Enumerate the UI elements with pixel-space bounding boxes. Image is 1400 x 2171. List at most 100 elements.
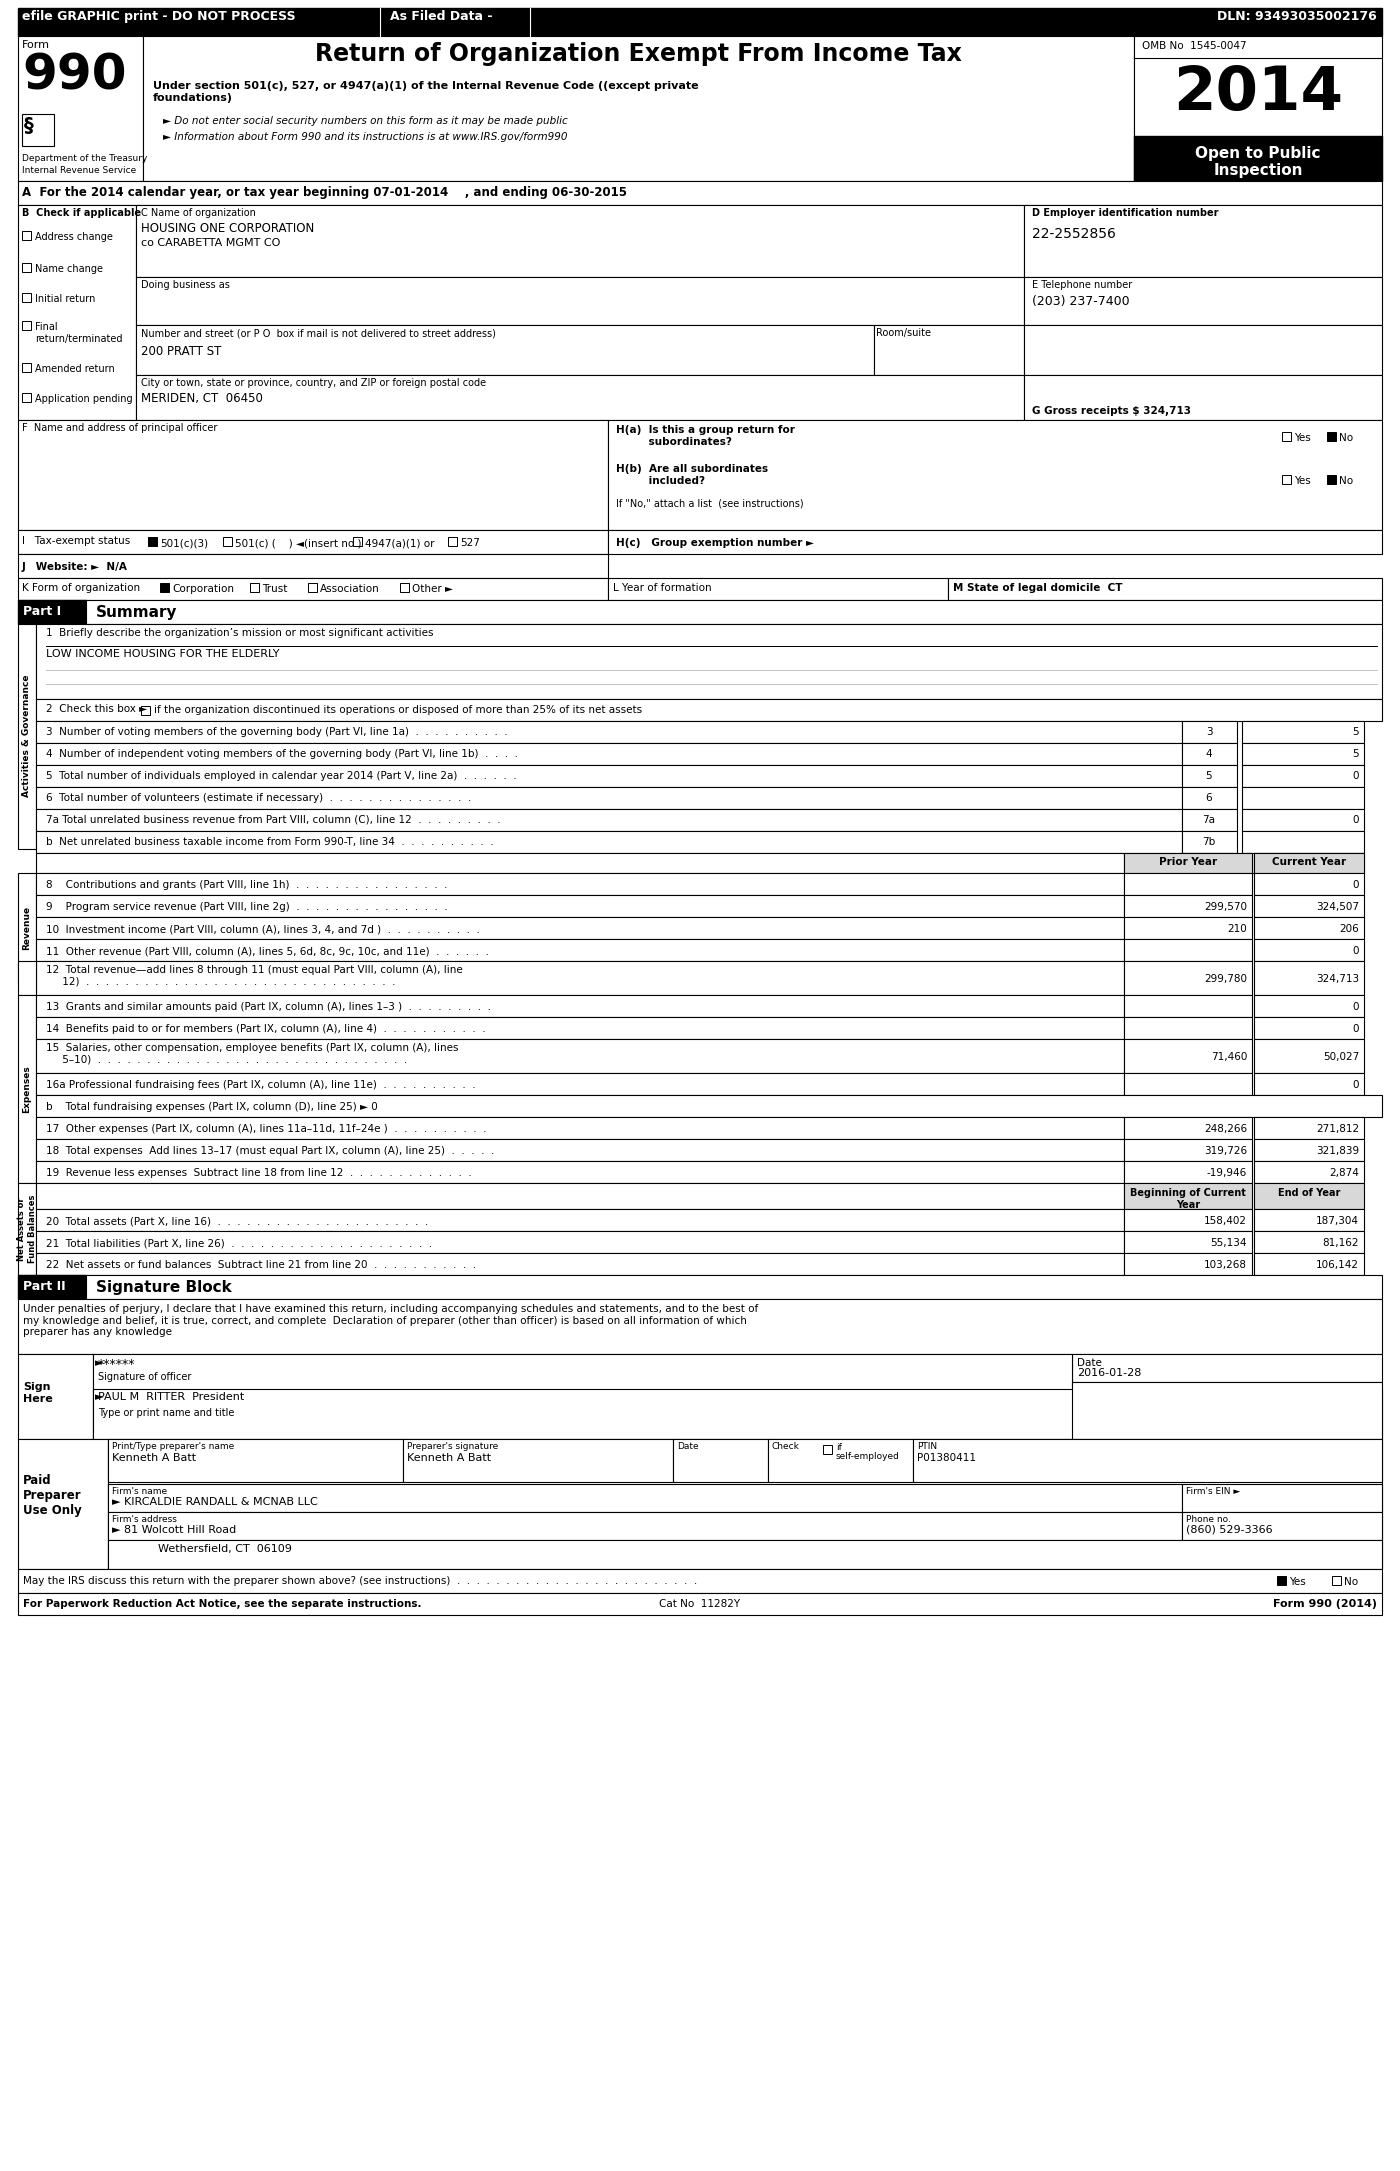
Text: P01380411: P01380411 [917, 1452, 976, 1463]
Text: Application pending: Application pending [35, 393, 133, 404]
Bar [251, 584, 259, 593]
Text: 22  Net assets or fund balances  Subtract line 21 from line 20  .  .  .  .  .  .: 22 Net assets or fund balances Subtract … [46, 1259, 476, 1270]
Bar [1124, 1183, 1252, 1209]
Text: 9    Program service revenue (Part VIII, line 2g)  .  .  .  .  .  .  .  .  .  . : 9 Program service revenue (Part VIII, li… [46, 901, 448, 912]
Text: End of Year: End of Year [1278, 1188, 1340, 1198]
Text: No: No [1338, 475, 1354, 486]
Bar [18, 994, 36, 1183]
Text: Firm's EIN ►: Firm's EIN ► [1186, 1487, 1240, 1496]
Bar [36, 873, 1124, 894]
Bar [1182, 1485, 1382, 1511]
Bar [1254, 1016, 1364, 1040]
Text: Initial return: Initial return [35, 293, 95, 304]
Bar [18, 180, 1382, 204]
Text: 15  Salaries, other compensation, employee benefits (Part IX, column (A), lines: 15 Salaries, other compensation, employe… [46, 1042, 459, 1053]
Text: 501(c) (    ) ◄(insert no ): 501(c) ( ) ◄(insert no ) [235, 538, 361, 547]
Text: Address change: Address change [35, 232, 113, 241]
Bar [1072, 1355, 1382, 1383]
Bar [22, 115, 55, 145]
Bar [1331, 1576, 1341, 1585]
Bar [1254, 873, 1364, 894]
Text: Final
return/terminated: Final return/terminated [35, 321, 123, 343]
Bar [22, 363, 31, 371]
Bar [18, 599, 85, 623]
Bar [92, 1355, 1072, 1439]
Bar [1303, 853, 1364, 873]
Bar [1254, 1183, 1364, 1209]
Text: D Employer identification number: D Employer identification number [1032, 208, 1218, 217]
Bar [160, 584, 169, 593]
Text: May the IRS discuss this return with the preparer shown above? (see instructions: May the IRS discuss this return with the… [22, 1576, 697, 1587]
Text: K Form of organization: K Form of organization [22, 584, 140, 593]
Bar [1124, 1118, 1252, 1140]
Text: 16a Professional fundraising fees (Part IX, column (A), line 11e)  .  .  .  .  .: 16a Professional fundraising fees (Part … [46, 1079, 476, 1090]
Bar [136, 326, 874, 376]
Text: Under section 501(c), 527, or 4947(a)(1) of the Internal Revenue Code ((except p: Under section 501(c), 527, or 4947(a)(1)… [153, 80, 699, 102]
Text: 21  Total liabilities (Part X, line 26)  .  .  .  .  .  .  .  .  .  .  .  .  .  : 21 Total liabilities (Part X, line 26) .… [46, 1237, 433, 1248]
Bar [1282, 475, 1291, 484]
Bar [36, 894, 1124, 916]
Bar [1327, 475, 1336, 484]
Text: 20  Total assets (Part X, line 16)  .  .  .  .  .  .  .  .  .  .  .  .  .  .  . : 20 Total assets (Part X, line 16) . . . … [46, 1216, 428, 1227]
Bar [353, 536, 363, 545]
Text: Sign
Here: Sign Here [22, 1383, 53, 1405]
Text: §: § [24, 115, 34, 135]
Bar [36, 788, 1182, 810]
Text: No: No [1338, 432, 1354, 443]
Bar [85, 599, 1382, 623]
Text: J   Website: ►  N/A: J Website: ► N/A [22, 562, 127, 571]
Bar [141, 706, 150, 714]
Text: 0: 0 [1352, 947, 1359, 955]
Text: M State of legal domicile  CT: M State of legal domicile CT [953, 584, 1123, 593]
Bar [36, 699, 1382, 721]
Text: G Gross receipts $ 324,713: G Gross receipts $ 324,713 [1032, 406, 1191, 417]
Bar [36, 810, 1182, 831]
Text: 299,780: 299,780 [1204, 975, 1247, 983]
Bar [18, 419, 608, 530]
Bar [1254, 1040, 1364, 1072]
Bar [18, 1439, 108, 1570]
Text: ► Information about Form 990 and its instructions is at www.IRS.gov/form990: ► Information about Form 990 and its ins… [162, 132, 567, 141]
Bar [18, 1274, 85, 1298]
Text: 7b: 7b [1203, 838, 1215, 847]
Bar [1182, 742, 1238, 764]
Text: 103,268: 103,268 [1204, 1259, 1247, 1270]
Text: C Name of organization: C Name of organization [141, 208, 256, 217]
Text: I   Tax-exempt status: I Tax-exempt status [22, 536, 130, 545]
Bar [22, 393, 31, 402]
Text: 206: 206 [1340, 925, 1359, 934]
Text: H(b)  Are all subordinates
         included?: H(b) Are all subordinates included? [616, 465, 769, 486]
Bar [1072, 1383, 1382, 1439]
Text: Type or print name and title: Type or print name and title [98, 1409, 234, 1418]
Bar [36, 1016, 1124, 1040]
Text: 18  Total expenses  Add lines 13–17 (must equal Part IX, column (A), line 25)  .: 18 Total expenses Add lines 13–17 (must … [46, 1146, 494, 1155]
Bar [1182, 831, 1238, 853]
Text: Kenneth A Batt: Kenneth A Batt [407, 1452, 491, 1463]
Bar [1282, 432, 1291, 441]
Bar [36, 721, 1182, 742]
Bar [1124, 1231, 1252, 1253]
Text: Department of the Treasury: Department of the Treasury [22, 154, 147, 163]
Text: For Paperwork Reduction Act Notice, see the separate instructions.: For Paperwork Reduction Act Notice, see … [22, 1600, 421, 1609]
Text: 324,713: 324,713 [1316, 975, 1359, 983]
Text: 0: 0 [1352, 1025, 1359, 1033]
Bar [18, 873, 36, 983]
Bar [18, 1570, 1382, 1594]
Text: City or town, state or province, country, and ZIP or foreign postal code: City or town, state or province, country… [141, 378, 486, 389]
Bar [36, 1094, 1382, 1118]
Bar [36, 1253, 1124, 1274]
Text: Signature of officer: Signature of officer [98, 1372, 192, 1383]
Text: 1  Briefly describe the organization’s mission or most significant activities: 1 Briefly describe the organization’s mi… [46, 627, 434, 638]
Bar [36, 916, 1124, 940]
Bar [36, 994, 1124, 1016]
Bar [1124, 1140, 1252, 1161]
Text: 158,402: 158,402 [1204, 1216, 1247, 1227]
Text: Date: Date [1077, 1359, 1102, 1368]
Bar [36, 962, 1124, 994]
Bar [1242, 788, 1364, 810]
Text: 0: 0 [1352, 814, 1359, 825]
Bar [1254, 1072, 1364, 1094]
Text: OMB No  1545-0047: OMB No 1545-0047 [1142, 41, 1246, 50]
Text: Trust: Trust [262, 584, 287, 595]
Text: efile GRAPHIC print - DO NOT PROCESS: efile GRAPHIC print - DO NOT PROCESS [22, 11, 295, 24]
